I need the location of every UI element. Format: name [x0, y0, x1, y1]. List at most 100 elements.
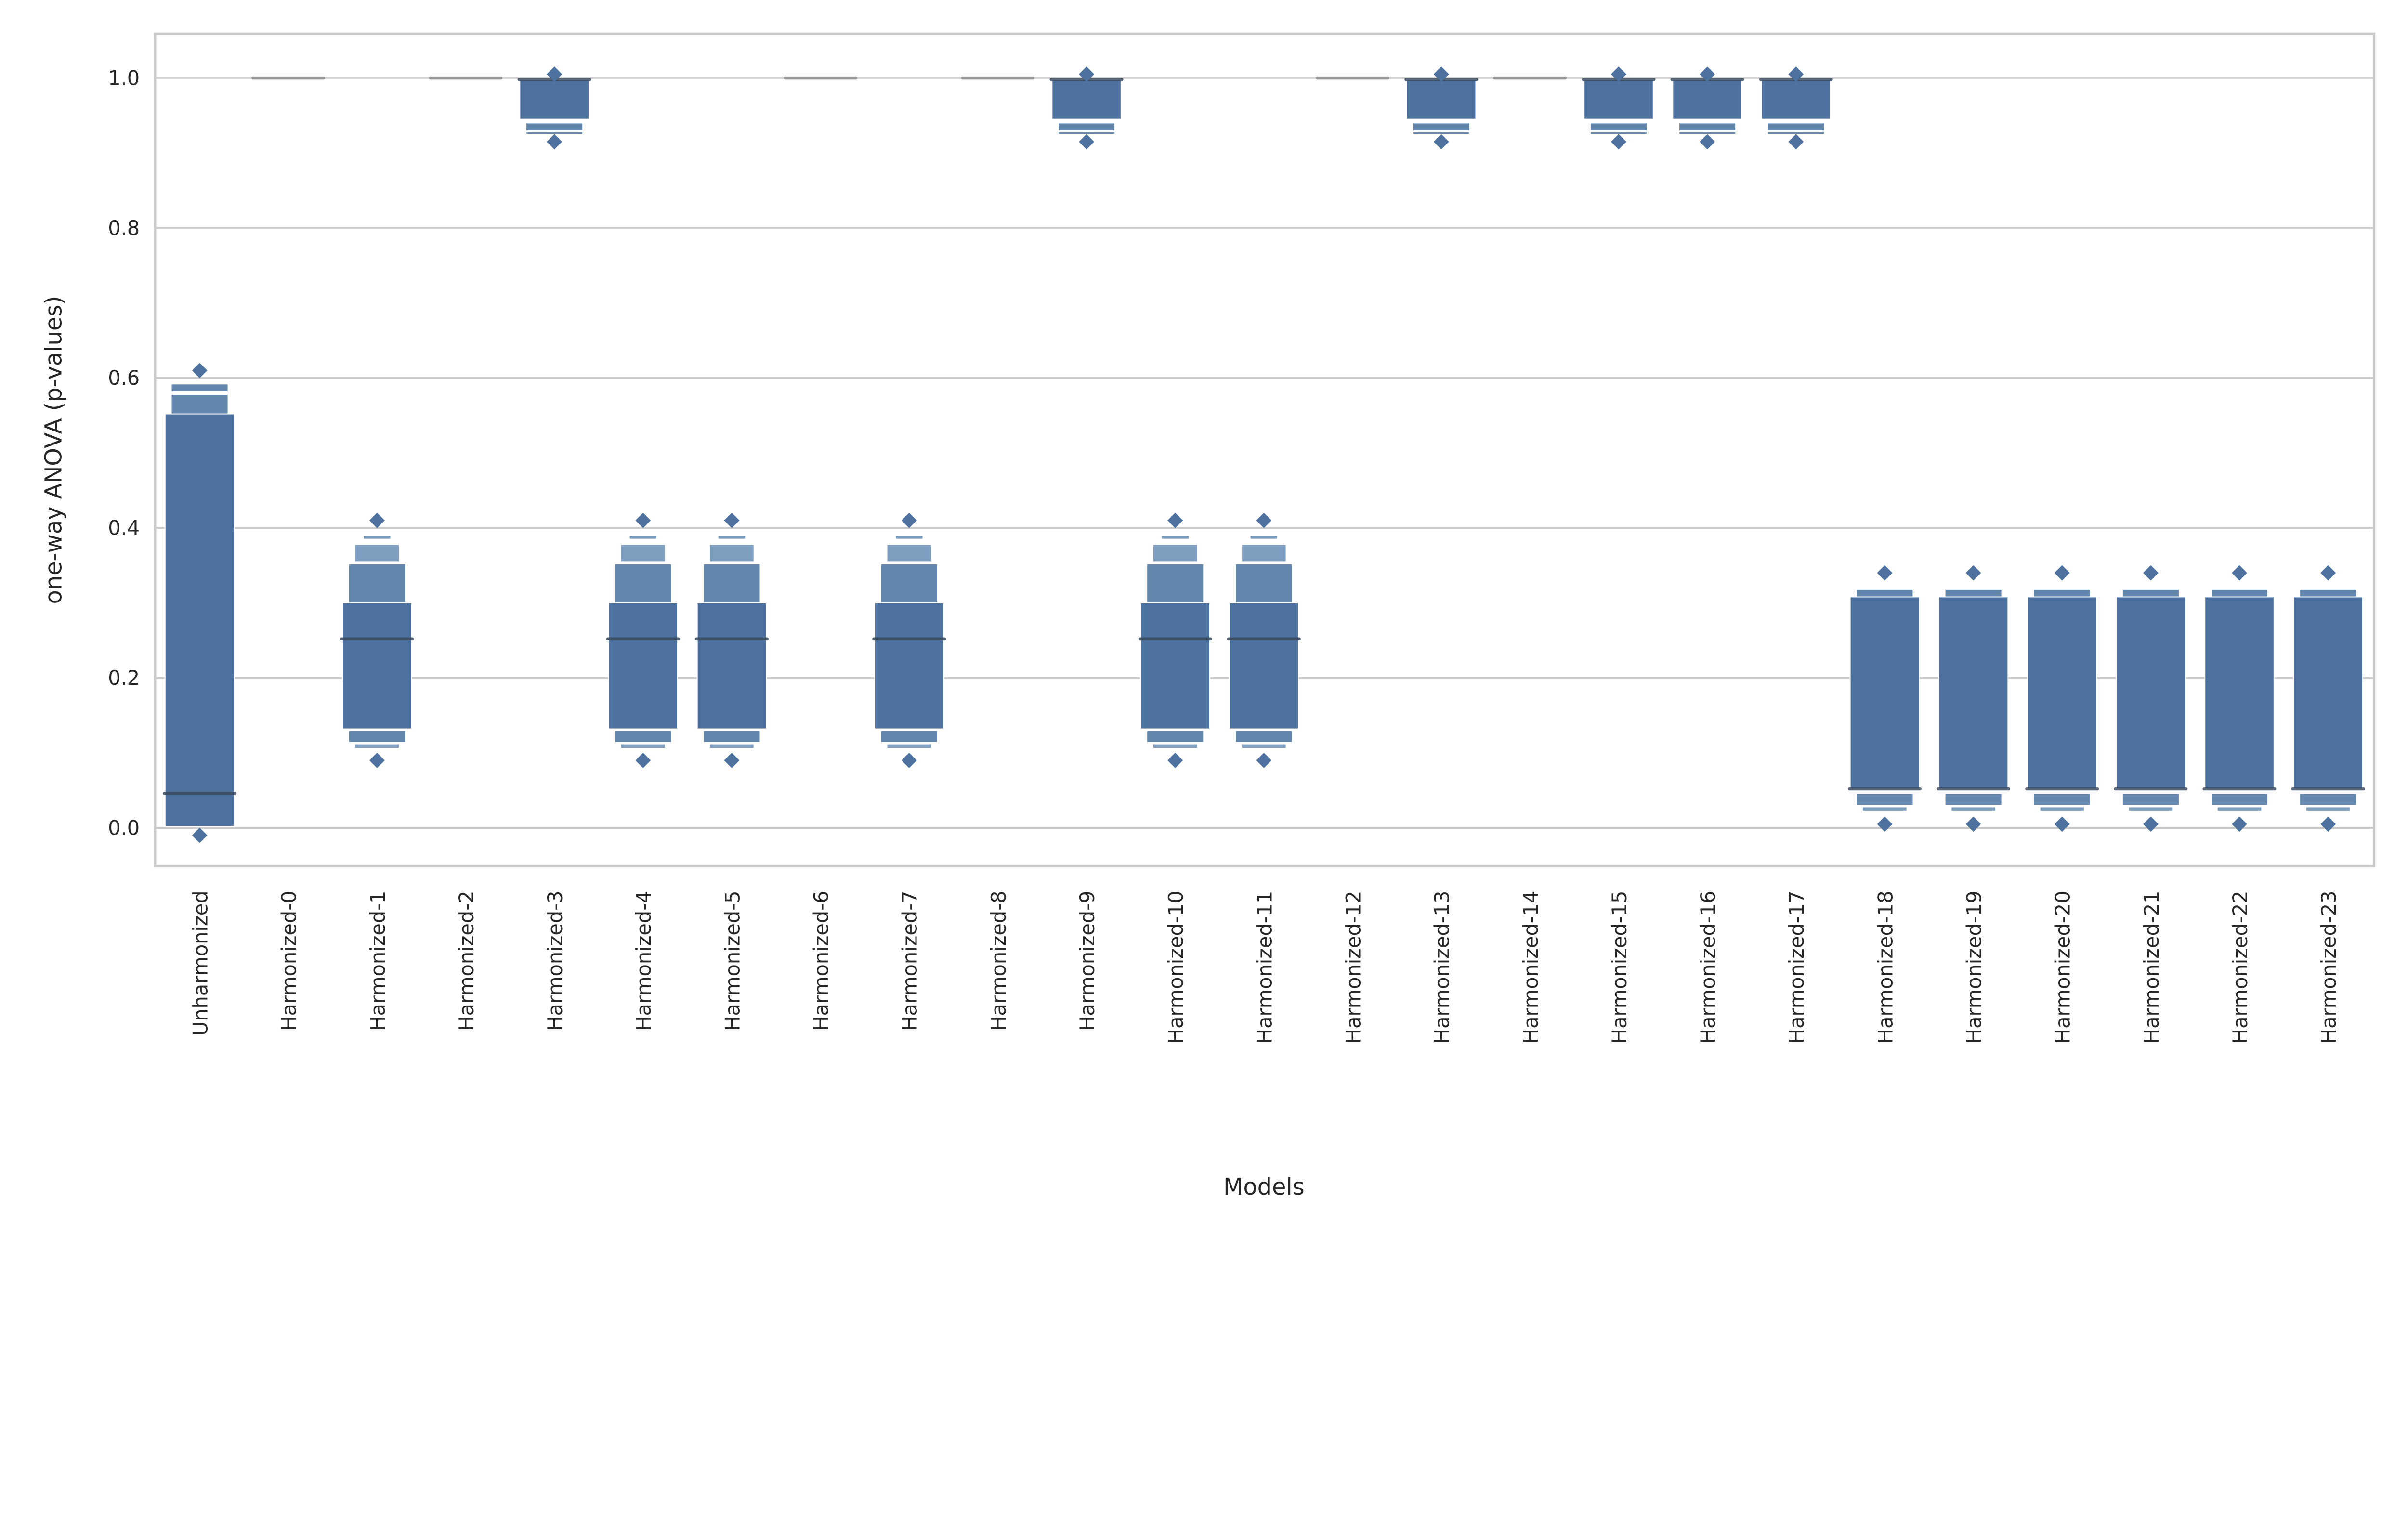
y-tick-label: 0.6: [108, 366, 140, 390]
x-tick-label: Harmonized-21: [2140, 890, 2163, 1044]
outlier-diamond: [2320, 816, 2336, 832]
x-tick-label: Harmonized-0: [278, 890, 301, 1031]
letter-value-box: [717, 535, 746, 540]
outlier-diamond: [901, 752, 917, 768]
y-tick-labels: 0.0 0.2 0.4 0.6 0.8 1.0: [108, 66, 140, 839]
letter-value-box: [886, 743, 932, 749]
x-tick-label: Harmonized-19: [1963, 890, 1986, 1044]
letter-value-box: [164, 413, 235, 827]
letter-value-box: [2027, 596, 2097, 790]
x-tick-label: Harmonized-13: [1431, 890, 1454, 1044]
letter-value-box: [525, 131, 584, 135]
letter-value-box: [709, 743, 755, 749]
letter-value-box: [1590, 122, 1648, 131]
letter-value-box: [1678, 131, 1737, 135]
letter-value-box: [1761, 79, 1831, 120]
y-axis-label: one-way ANOVA (p-values): [41, 296, 67, 604]
x-tick-label: Harmonized-15: [1608, 890, 1631, 1044]
x-tick-label: Harmonized-7: [899, 890, 922, 1031]
letter-value-box: [1229, 602, 1299, 730]
boxen-harmonized-3: [517, 66, 591, 150]
boxen-harmonized-15: [1582, 66, 1656, 150]
letter-value-box: [525, 122, 584, 131]
outlier-diamond: [2054, 816, 2070, 832]
letter-value-box: [895, 535, 924, 540]
letter-value-box: [703, 730, 761, 743]
letter-value-box: [2299, 793, 2357, 806]
boxen-harmonized-11: [1227, 512, 1301, 768]
letter-value-box: [2216, 806, 2263, 812]
letter-value-box: [1152, 743, 1198, 749]
letter-value-box: [1152, 544, 1198, 562]
outlier-diamond: [369, 752, 385, 768]
outlier-diamond: [2320, 565, 2336, 581]
letter-value-box: [2293, 596, 2363, 790]
x-tick-label: Harmonized-22: [2229, 890, 2252, 1044]
letter-value-box: [1241, 544, 1287, 562]
plot-frame: [154, 32, 2376, 867]
letter-value-box: [1849, 596, 1920, 790]
letter-value-box: [696, 602, 767, 730]
letter-value-box: [170, 394, 229, 415]
x-tick-label: Harmonized-2: [455, 890, 478, 1031]
letter-value-box: [170, 383, 229, 392]
outlier-diamond: [1433, 66, 1449, 82]
outlier-diamond: [1700, 134, 1715, 150]
x-tick-label: Harmonized-20: [2052, 890, 2075, 1044]
letter-value-box: [363, 535, 392, 540]
letter-value-box: [1944, 588, 2002, 598]
letter-value-box: [614, 563, 672, 603]
x-tick-label: Harmonized-10: [1165, 890, 1188, 1044]
letter-value-box: [1856, 793, 1914, 806]
letter-value-box: [880, 730, 938, 743]
letter-value-box: [1412, 122, 1470, 131]
boxen-harmonized-9: [1049, 66, 1124, 150]
outlier-diamond: [1611, 134, 1626, 150]
y-tick-label: 1.0: [108, 66, 140, 90]
letter-value-box: [1051, 79, 1122, 120]
outlier-diamond: [2143, 565, 2159, 581]
outlier-diamond: [1079, 66, 1095, 82]
boxen-harmonized-18: [1847, 565, 1922, 832]
letter-value-box: [1406, 79, 1477, 120]
letter-value-box: [2116, 596, 2186, 790]
boxen-harmonized-23: [2291, 565, 2365, 832]
outlier-diamond: [1788, 134, 1804, 150]
outlier-diamond: [2232, 565, 2247, 581]
outlier-diamond: [1877, 816, 1893, 832]
letter-value-box: [880, 563, 938, 603]
letter-value-box: [1412, 131, 1470, 135]
letter-value-box: [2128, 806, 2174, 812]
boxen-harmonized-10: [1138, 512, 1212, 768]
letter-value-box: [1161, 535, 1190, 540]
letter-value-box: [2299, 588, 2357, 598]
x-tick-label: Harmonized-4: [632, 890, 655, 1031]
boxen-harmonized-21: [2114, 565, 2188, 832]
x-tick-label: Unharmonized: [189, 890, 212, 1036]
boxen-harmonized-16: [1670, 66, 1744, 150]
x-tick-label: Harmonized-5: [721, 890, 744, 1031]
boxen-harmonized-4: [606, 512, 680, 768]
letter-value-box: [1672, 79, 1742, 120]
outlier-diamond: [1167, 512, 1183, 528]
x-tick-labels: Unharmonized Harmonized-0 Harmonized-1 Harm…: [189, 890, 2341, 1044]
letter-value-box: [342, 602, 412, 730]
letter-value-box: [1584, 79, 1654, 120]
outlier-diamond: [1079, 134, 1095, 150]
letter-value-box: [1950, 806, 1996, 812]
letter-value-box: [354, 743, 400, 749]
boxen-harmonized-22: [2202, 565, 2277, 832]
letter-value-box: [620, 743, 666, 749]
letter-value-box: [1678, 122, 1737, 131]
boxen-harmonized-7: [872, 512, 946, 768]
letter-value-box: [2211, 588, 2268, 598]
letter-value-box: [1058, 122, 1116, 131]
outlier-diamond: [369, 512, 385, 528]
outlier-diamond: [635, 752, 651, 768]
letter-value-box: [1856, 588, 1914, 598]
letter-value-box: [2121, 793, 2180, 806]
letter-value-box: [628, 535, 657, 540]
letter-value-box: [2033, 588, 2091, 598]
x-axis-label: Models: [1223, 1174, 1305, 1201]
letter-value-box: [2305, 806, 2351, 812]
